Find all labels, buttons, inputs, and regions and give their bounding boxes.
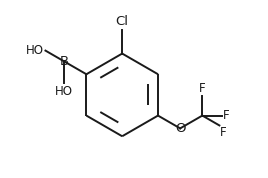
Text: F: F bbox=[223, 109, 230, 122]
Text: HO: HO bbox=[25, 44, 43, 57]
Text: B: B bbox=[60, 55, 69, 68]
Text: HO: HO bbox=[55, 85, 73, 98]
Text: F: F bbox=[220, 126, 227, 139]
Text: F: F bbox=[199, 82, 206, 95]
Text: O: O bbox=[175, 122, 185, 135]
Text: Cl: Cl bbox=[116, 15, 129, 28]
